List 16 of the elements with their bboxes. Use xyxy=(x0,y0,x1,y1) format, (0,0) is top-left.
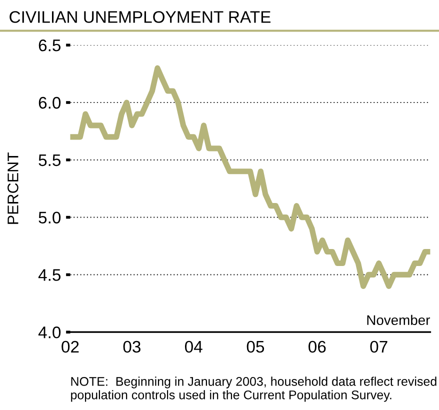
x-tick-label: 05 xyxy=(246,340,264,353)
y-tick-label: 6.5 xyxy=(38,40,61,52)
text: NOTE: Beginning in January 2003, household data reflect revised population controls used in the Current Population Survey. xyxy=(71,376,436,402)
x-tick-label: 04 xyxy=(184,340,202,353)
x-tick-label: 02 xyxy=(62,340,79,353)
x-tick-label: 03 xyxy=(123,340,140,353)
y-tick-label: 6.0 xyxy=(38,96,61,109)
x-tick-label: 06 xyxy=(308,340,326,353)
y-tick-label: 5.0 xyxy=(38,212,61,224)
chart-title: CIVILIAN UNEMPLOYMENT RATE xyxy=(10,11,270,23)
y-tick-label: 5.5 xyxy=(38,154,61,166)
y-axis-title: PERCENT xyxy=(8,152,18,224)
y-tick-label: 4.0 xyxy=(38,326,61,338)
x-tick-label: 07 xyxy=(370,340,388,353)
annotation: November xyxy=(367,314,430,326)
y-tick-label: 4.5 xyxy=(38,269,61,281)
